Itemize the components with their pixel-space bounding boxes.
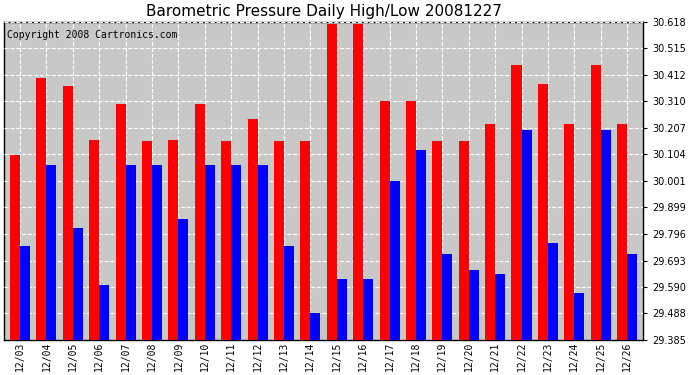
Bar	[380, 101, 390, 340]
Bar	[72, 228, 83, 340]
Bar	[538, 84, 548, 340]
Bar	[601, 130, 611, 340]
Bar	[363, 279, 373, 340]
Bar	[152, 165, 162, 340]
Bar	[168, 140, 179, 340]
Bar	[591, 65, 601, 340]
Bar	[495, 274, 505, 340]
Bar	[274, 141, 284, 340]
Bar	[10, 156, 20, 340]
Bar	[337, 279, 347, 340]
Bar	[257, 165, 268, 340]
Bar	[89, 140, 99, 340]
Bar	[469, 270, 479, 340]
Bar	[221, 141, 231, 340]
Bar	[179, 219, 188, 340]
Bar	[459, 141, 469, 340]
Bar	[390, 181, 400, 340]
Bar	[205, 165, 215, 340]
Bar	[433, 141, 442, 340]
Bar	[485, 124, 495, 340]
Bar	[37, 78, 46, 340]
Bar	[99, 285, 109, 340]
Bar	[406, 101, 416, 340]
Bar	[115, 104, 126, 340]
Bar	[300, 141, 310, 340]
Bar	[416, 150, 426, 340]
Bar	[511, 65, 522, 340]
Bar	[231, 165, 241, 340]
Bar	[126, 165, 136, 340]
Bar	[142, 141, 152, 340]
Bar	[248, 119, 257, 340]
Bar	[627, 254, 637, 340]
Bar	[284, 246, 294, 340]
Bar	[63, 86, 72, 340]
Text: Copyright 2008 Cartronics.com: Copyright 2008 Cartronics.com	[8, 30, 178, 40]
Bar	[574, 293, 584, 340]
Bar	[442, 254, 453, 340]
Bar	[617, 124, 627, 340]
Bar	[327, 24, 337, 340]
Bar	[353, 24, 363, 340]
Bar	[522, 130, 531, 340]
Bar	[20, 246, 30, 340]
Bar	[548, 243, 558, 340]
Title: Barometric Pressure Daily High/Low 20081227: Barometric Pressure Daily High/Low 20081…	[146, 4, 502, 19]
Bar	[310, 314, 320, 340]
Bar	[564, 124, 574, 340]
Bar	[46, 165, 57, 340]
Bar	[195, 104, 205, 340]
